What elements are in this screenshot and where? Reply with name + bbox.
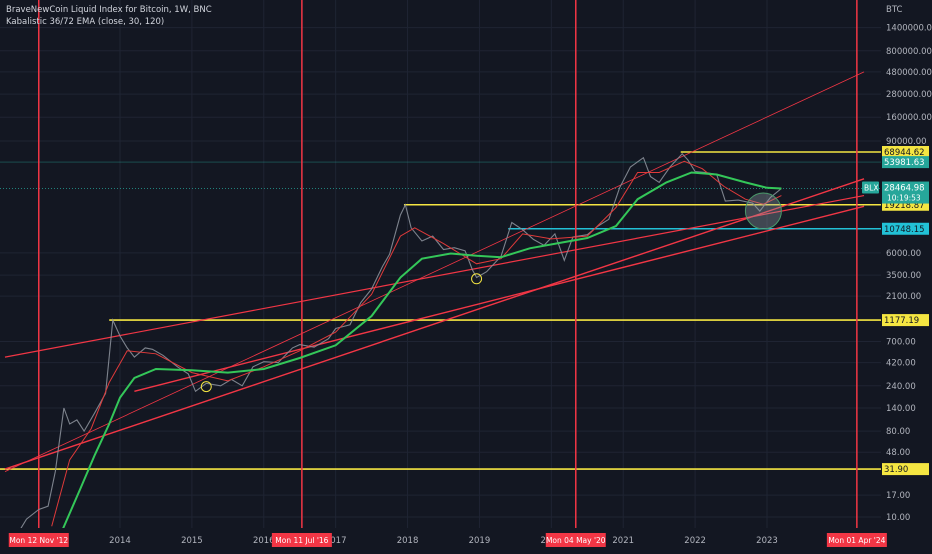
annotation-circle[interactable] (471, 273, 483, 285)
date-marker-bg (545, 533, 606, 547)
level-label: 68944.62 (884, 148, 925, 158)
x-tick-label: 2021 (612, 536, 634, 546)
date-marker-bg (271, 533, 332, 547)
date-marker-label: Mon 12 Nov '12 (9, 536, 68, 545)
trend-line[interactable] (4, 71, 865, 472)
level-label-bg (882, 463, 929, 476)
price-series-line[interactable] (15, 152, 782, 537)
trend-line[interactable] (134, 205, 865, 392)
y-tick-label: 160000.00 (886, 113, 932, 123)
price-tag-time: 10:19:53 (887, 194, 921, 203)
level-label: 19218.87 (884, 201, 925, 211)
price-tag-bg (882, 181, 929, 204)
x-tick-label: 2023 (756, 536, 778, 546)
trend-line[interactable] (4, 178, 865, 470)
y-tick-label: 800000.00 (886, 47, 932, 57)
annotation-circle[interactable] (744, 192, 782, 230)
x-tick-label: 2015 (181, 536, 203, 546)
ema-fast-line[interactable] (51, 160, 782, 527)
y-tick-label: 90000.00 (886, 137, 927, 147)
y-tick-label: 700.00 (886, 338, 916, 348)
x-tick-label: 2022 (684, 536, 706, 546)
level-label-bg (882, 146, 929, 159)
chart-title: BraveNewCoin Liquid Index for Bitcoin, 1… (6, 5, 212, 15)
y-tick-label: 10.00 (886, 513, 910, 523)
trend-line[interactable] (4, 194, 865, 358)
level-label-bg (882, 156, 929, 169)
symbol-tag: BLX (864, 184, 878, 193)
price-tag: 28464.98 (884, 184, 925, 194)
y-tick-label: 140.00 (886, 404, 916, 414)
y-tick-label: 280000.00 (886, 90, 932, 100)
indicator-label: Kabalistic 36/72 EMA (close, 30, 120) (6, 17, 165, 27)
ema-slow-line[interactable] (57, 171, 782, 539)
date-marker-bg (8, 533, 69, 547)
x-tick-label: 2016 (253, 536, 275, 546)
annotation-circle[interactable] (200, 381, 212, 393)
y-tick-label: 48.00 (886, 448, 910, 458)
date-marker-bg (826, 533, 887, 547)
y-tick-label: 240.00 (886, 382, 916, 392)
date-marker-label: Mon 11 Jul '16 (275, 536, 328, 545)
y-tick-label: 3500.00 (886, 271, 921, 281)
price-axis[interactable] (881, 0, 932, 550)
y-tick-label: 420.00 (886, 359, 916, 369)
y-tick-label: 1400000.00 (886, 24, 932, 34)
y-tick-label: 480000.00 (886, 68, 932, 78)
y-tick-label: 17.00 (886, 491, 910, 501)
x-tick-label: 2018 (397, 536, 419, 546)
currency-label: BTC (886, 5, 903, 15)
symbol-tag-bg (862, 181, 879, 194)
y-tick-label: 6000.00 (886, 249, 921, 259)
level-label: 53981.63 (884, 158, 925, 168)
level-label: 1177.19 (884, 316, 919, 326)
date-marker-label: Mon 01 Apr '24 (828, 536, 885, 545)
level-label: 10748.15 (884, 225, 925, 235)
time-axis[interactable] (0, 528, 881, 550)
x-tick-label: 2017 (325, 536, 347, 546)
x-tick-label: 2019 (469, 536, 491, 546)
level-label-bg (882, 314, 929, 327)
y-tick-label: 2100.00 (886, 292, 921, 302)
date-marker-label: Mon 04 May '20 (546, 536, 606, 545)
x-tick-label: 2014 (109, 536, 131, 546)
level-label-bg (882, 222, 929, 235)
y-tick-label: 80.00 (886, 427, 910, 437)
level-label: 31.90 (884, 465, 908, 475)
